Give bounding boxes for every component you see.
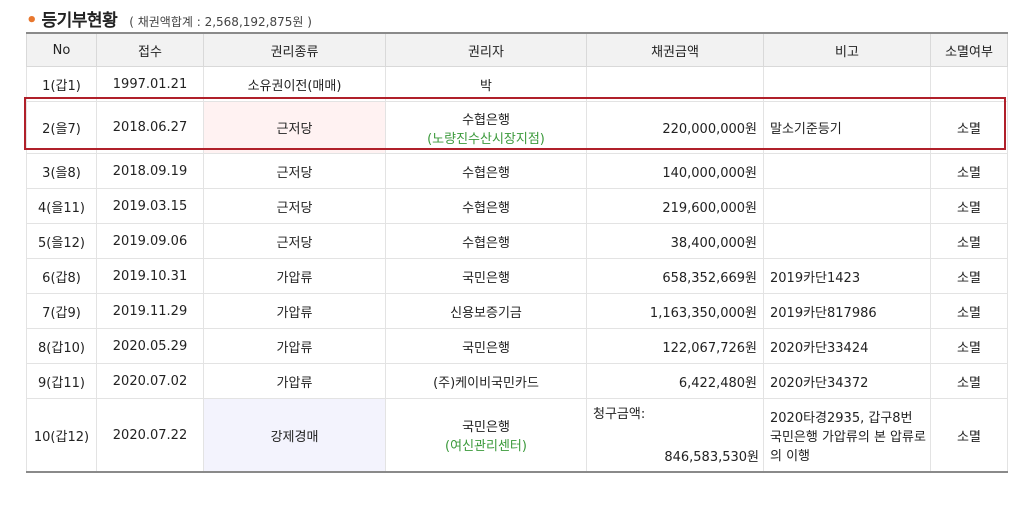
cell-holder: 수협은행 [385,223,587,259]
cell-amount: 220,000,000원 [586,101,764,154]
table-header-row: No 접수 권리종류 권리자 채권금액 비고 소멸여부 [26,33,1008,67]
cell-type: 강제경매 [203,398,386,473]
cell-date: 2020.07.02 [96,363,204,399]
cell-extinct: 소멸 [930,363,1008,399]
cell-amount: 청구금액: 846,583,530원 [586,398,764,473]
cell-note [763,188,931,224]
cell-type: 가압류 [203,363,386,399]
registry-table: No 접수 권리종류 권리자 채권금액 비고 소멸여부 1(갑1) 1997.0… [26,32,1008,473]
cell-no: 6(갑8) [26,258,97,294]
cell-note [763,223,931,259]
claim-amount-value: 846,583,530원 [664,450,759,465]
holder-name: 수협은행 [462,112,510,128]
cell-holder: 신용보증기금 [385,293,587,329]
bullet-icon: • [26,10,38,31]
table-row: 8(갑10) 2020.05.29 가압류 국민은행 122,067,726원 … [26,328,1008,364]
cell-no: 2(을7) [26,101,97,154]
cell-extinct: 소멸 [930,101,1008,154]
cell-no: 9(갑11) [26,363,97,399]
cell-amount: 219,600,000원 [586,188,764,224]
cell-date: 2019.10.31 [96,258,204,294]
cell-holder: 수협은행 (노량진수산시장지점) [385,101,587,154]
holder-branch: (여신관리센터) [445,439,527,454]
cell-date: 1997.01.21 [96,66,204,102]
cell-holder: 박 [385,66,587,102]
cell-type: 가압류 [203,258,386,294]
cell-extinct: 소멸 [930,188,1008,224]
table-row: 9(갑11) 2020.07.02 가압류 (주)케이비국민카드 6,422,4… [26,363,1008,399]
table-row: 4(을11) 2019.03.15 근저당 수협은행 219,600,000원 … [26,188,1008,224]
cell-no: 8(갑10) [26,328,97,364]
cell-type: 소유권이전(매매) [203,66,386,102]
cell-extinct: 소멸 [930,328,1008,364]
cell-holder: (주)케이비국민카드 [385,363,587,399]
cell-no: 1(갑1) [26,66,97,102]
cell-amount: 6,422,480원 [586,363,764,399]
cell-no: 5(을12) [26,223,97,259]
cell-amount: 122,067,726원 [586,328,764,364]
cell-date: 2018.09.19 [96,153,204,189]
cell-no: 7(갑9) [26,293,97,329]
cell-note: 2019카단1423 [763,258,931,294]
table-row: 6(갑8) 2019.10.31 가압류 국민은행 658,352,669원 2… [26,258,1008,294]
col-header-no: No [26,33,97,67]
cell-amount: 658,352,669원 [586,258,764,294]
cell-note: 말소기준등기 [763,101,931,154]
cell-note: 2020카단33424 [763,328,931,364]
holder-name: 국민은행 [462,420,510,435]
cell-no: 3(을8) [26,153,97,189]
cell-amount: 1,163,350,000원 [586,293,764,329]
cell-type: 근저당 [203,153,386,189]
cell-amount: 38,400,000원 [586,223,764,259]
cell-holder: 수협은행 [385,153,587,189]
col-header-amount: 채권금액 [586,33,764,67]
cell-type: 근저당 [203,188,386,224]
cell-holder: 국민은행 [385,258,587,294]
col-header-extinct: 소멸여부 [930,33,1008,67]
col-header-type: 권리종류 [203,33,386,67]
cell-date: 2020.05.29 [96,328,204,364]
cell-holder: 국민은행 [385,328,587,364]
col-header-date: 접수 [96,33,204,67]
table-row: 3(을8) 2018.09.19 근저당 수협은행 140,000,000원 소… [26,153,1008,189]
cell-date: 2019.03.15 [96,188,204,224]
cell-extinct [930,66,1008,102]
cell-date: 2018.06.27 [96,101,204,154]
claim-total: ( 채권액합계 : 2,568,192,875원 ) [129,15,312,29]
cell-note: 2019카단817986 [763,293,931,329]
cell-note [763,153,931,189]
cell-type: 가압류 [203,328,386,364]
cell-amount: 140,000,000원 [586,153,764,189]
cell-date: 2019.11.29 [96,293,204,329]
cell-holder: 수협은행 [385,188,587,224]
cell-date: 2020.07.22 [96,398,204,473]
col-header-note: 비고 [763,33,931,67]
cell-extinct: 소멸 [930,153,1008,189]
section-title: 등기부현황 [41,11,118,31]
claim-amount-label: 청구금액: [593,407,646,422]
cell-type: 근저당 [203,101,386,154]
holder-branch: (노량진수산시장지점) [427,131,545,147]
cell-no: 4(을11) [26,188,97,224]
cell-date: 2019.09.06 [96,223,204,259]
cell-note: 2020타경2935, 갑구8번 국민은행 가압류의 본 압류로의 이행 [763,398,931,473]
col-header-holder: 권리자 [385,33,587,67]
table-row: 1(갑1) 1997.01.21 소유권이전(매매) 박 [26,66,1008,102]
cell-extinct: 소멸 [930,293,1008,329]
cell-note: 2020카단34372 [763,363,931,399]
cell-type: 근저당 [203,223,386,259]
cell-no: 10(갑12) [26,398,97,473]
table-row: 5(을12) 2019.09.06 근저당 수협은행 38,400,000원 소… [26,223,1008,259]
table-row: 7(갑9) 2019.11.29 가압류 신용보증기금 1,163,350,00… [26,293,1008,329]
cell-extinct: 소멸 [930,258,1008,294]
cell-holder: 국민은행 (여신관리센터) [385,398,587,473]
table-row-highlighted: 2(을7) 2018.06.27 근저당 수협은행 (노량진수산시장지점) 22… [26,101,1008,154]
cell-note [763,66,931,102]
cell-extinct: 소멸 [930,223,1008,259]
section-header: • 등기부현황 ( 채권액합계 : 2,568,192,875원 ) [26,6,312,31]
cell-amount [586,66,764,102]
table-row: 10(갑12) 2020.07.22 강제경매 국민은행 (여신관리센터) 청구… [26,398,1008,473]
cell-extinct: 소멸 [930,398,1008,473]
cell-type: 가압류 [203,293,386,329]
